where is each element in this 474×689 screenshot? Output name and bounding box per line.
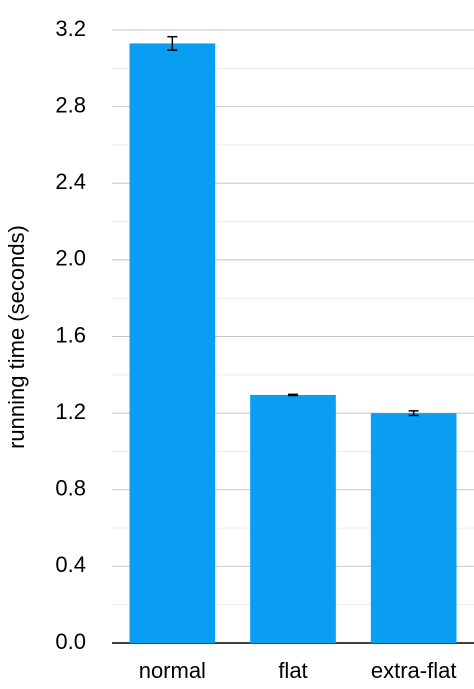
- y-tick-label: 1.2: [55, 399, 86, 424]
- y-tick-label: 0.4: [55, 552, 86, 577]
- error-bar: [408, 410, 419, 417]
- error-bar: [167, 35, 178, 51]
- y-axis-label: running time (seconds): [4, 225, 29, 449]
- y-tick-label: 2.4: [55, 169, 86, 194]
- x-tick-label: flat: [278, 658, 307, 683]
- y-tick-label: 1.6: [55, 322, 86, 347]
- y-tick-label: 2.8: [55, 92, 86, 117]
- bar: [250, 394, 336, 643]
- x-tick-label: normal: [139, 658, 206, 683]
- y-tick-label: 3.2: [55, 16, 86, 41]
- bar: [129, 43, 216, 644]
- bar: [370, 413, 457, 643]
- error-bar: [288, 393, 298, 397]
- x-tick-label: extra-flat: [371, 658, 457, 683]
- y-tick-label: 0.0: [55, 629, 86, 654]
- y-tick-label: 2.0: [55, 246, 86, 271]
- y-tick-label: 0.8: [55, 476, 86, 501]
